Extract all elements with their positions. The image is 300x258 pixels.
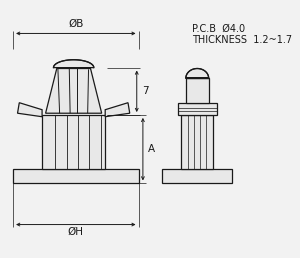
Bar — [178, 103, 217, 115]
Polygon shape — [46, 68, 102, 113]
Bar — [13, 169, 139, 183]
Bar — [186, 78, 208, 103]
Polygon shape — [17, 103, 42, 117]
Polygon shape — [186, 69, 208, 78]
Text: 7: 7 — [142, 86, 148, 96]
Text: P.C.B  Ø4.0: P.C.B Ø4.0 — [192, 23, 245, 33]
Text: THICKNESS  1.2~1.7: THICKNESS 1.2~1.7 — [192, 35, 292, 45]
Bar — [42, 115, 105, 169]
Polygon shape — [53, 60, 94, 68]
Polygon shape — [105, 103, 130, 117]
Bar — [162, 169, 232, 183]
Text: ØH: ØH — [68, 226, 84, 236]
Bar — [182, 115, 213, 169]
Text: A: A — [148, 144, 155, 154]
Text: ØB: ØB — [68, 19, 83, 29]
